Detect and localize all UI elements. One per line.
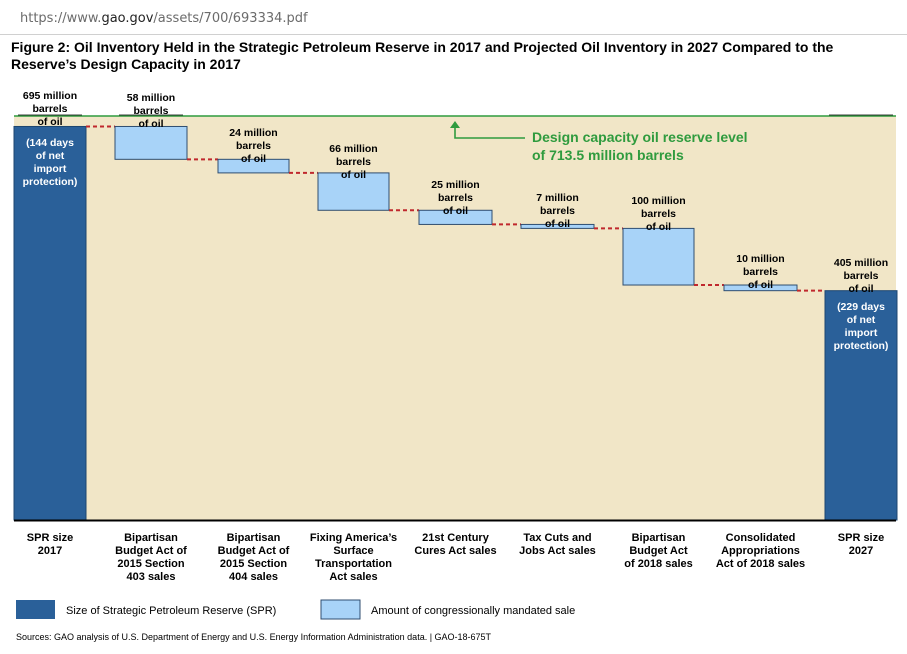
category-label: Consolidated Appropriations Act of 2018 sa… — [716, 532, 805, 570]
design-capacity-label: Design capacity oil reserve level of 713.… — [532, 129, 748, 163]
category-label: Fixing America’s Surface Transportation Act… — [310, 532, 397, 583]
figure-title: Figure 2: Oil Inventory Held in the Stra… — [11, 39, 834, 72]
address-bar[interactable]: https://www.gao.gov/assets/700/693334.pd… — [0, 0, 907, 35]
bar-value-label: 695 million barrels of oil — [23, 90, 77, 128]
legend-swatch-spr — [16, 600, 55, 619]
bar-value-label: 66 million barrels of oil — [329, 143, 377, 181]
bar-value-label: 100 million barrels of oil — [631, 195, 685, 233]
bar-note: (229 days of net import protection) — [834, 301, 889, 352]
bar-value-label: 58 million barrels of oil — [127, 92, 175, 130]
bar-spr-total — [13, 125, 87, 521]
category-label: SPR size 2017 — [27, 532, 73, 557]
category-label: Bipartisan Budget Act of 2015 Section 404 s… — [218, 532, 290, 583]
bar-sale — [217, 158, 290, 174]
legend-label-spr: Size of Strategic Petroleum Reserve (SPR… — [66, 605, 276, 617]
category-label: Tax Cuts and Jobs Act sales — [519, 532, 596, 557]
bar-value-label: 25 million barrels of oil — [431, 179, 479, 217]
bar-sale — [723, 284, 798, 292]
category-label: Bipartisan Budget Act of 2018 sales — [624, 532, 693, 570]
category-label: 21st Century Cures Act sales — [414, 532, 496, 557]
design-capacity-area — [14, 116, 896, 520]
legend-swatch-sale — [320, 599, 361, 620]
bar-sale — [418, 209, 493, 225]
category-label: SPR size 2027 — [838, 532, 884, 557]
bar-sale — [520, 223, 595, 229]
bar-value-label: 24 million barrels of oil — [229, 127, 277, 165]
bar-sale — [114, 125, 188, 160]
bar-value-label: 7 million barrels of oil — [536, 192, 579, 230]
capacity-annotation-leader — [454, 126, 525, 139]
bar-value-label: 10 million barrels of oil — [736, 253, 784, 291]
bar-spr-total — [824, 290, 898, 521]
capacity-annotation-arrowhead — [450, 121, 460, 128]
category-label: Bipartisan Budget Act of 2015 Section 403 s… — [115, 532, 187, 583]
bar-sale — [622, 227, 695, 286]
bar-value-label: 405 million barrels of oil — [834, 257, 888, 295]
legend-label-sale: Amount of congressionally mandated sale — [371, 605, 575, 617]
bar-sale — [317, 172, 390, 211]
source-note: Sources: GAO analysis of U.S. Department… — [16, 632, 492, 642]
url-text[interactable]: https://www.gao.gov/assets/700/693334.pd… — [20, 11, 308, 26]
bar-note: (144 days of net import protection) — [23, 137, 78, 188]
